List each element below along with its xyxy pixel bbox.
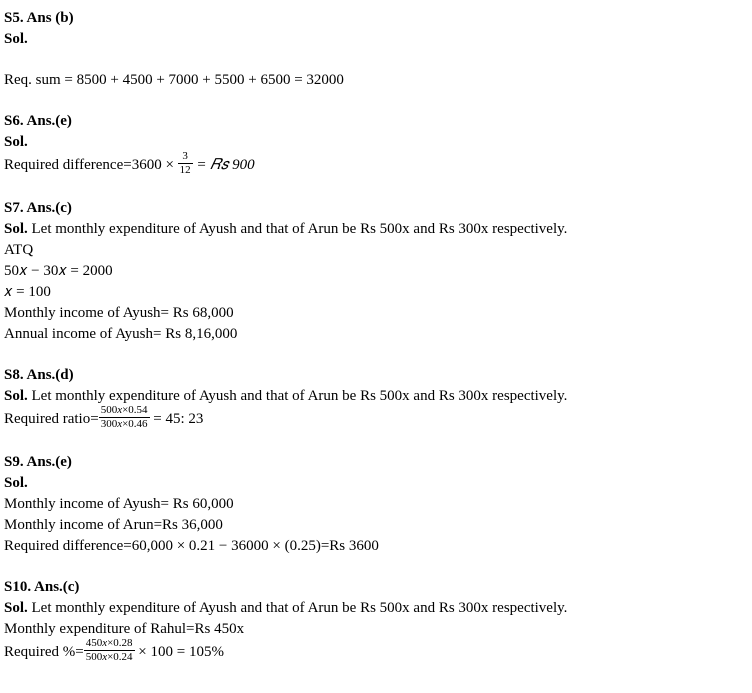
- s9-line1: Monthly income of Ayush= Rs 60,000: [4, 494, 748, 515]
- s7-line3: 50𝑥 − 30𝑥 = 2000: [4, 261, 748, 282]
- solution-s5: S5. Ans (b) Sol. Req. sum = 8500 + 4500 …: [4, 8, 748, 91]
- s7-line4: 𝑥 = 100: [4, 282, 748, 303]
- fraction: 312: [178, 151, 193, 176]
- s8-heading: S8. Ans.(d): [4, 365, 748, 386]
- s8-line2-post: = 45: 23: [150, 411, 204, 427]
- solution-s10: S10. Ans.(c) Sol. Let monthly expenditur…: [4, 577, 748, 665]
- solution-s7: S7. Ans.(c) Sol. Let monthly expenditure…: [4, 198, 748, 345]
- s8-line1: Let monthly expenditure of Ayush and tha…: [28, 388, 568, 404]
- s6-line1: Required difference=3600 × 312 = 𝑅𝑠 900: [4, 153, 748, 178]
- s6-line1-pre: Required difference=3600 ×: [4, 157, 178, 173]
- s7-sol-line: Sol. Let monthly expenditure of Ayush an…: [4, 219, 748, 240]
- s5-sol-label: Sol.: [4, 29, 748, 50]
- s10-line3-pre: Required %=: [4, 644, 84, 660]
- s8-line2: Required ratio=500x×0.54300x×0.46 = 45: …: [4, 407, 748, 432]
- frac-den: 500x×0.24: [84, 651, 135, 663]
- frac-den: 12: [178, 164, 193, 176]
- s7-line1: Let monthly expenditure of Ayush and tha…: [28, 221, 568, 237]
- frac-den: 300x×0.46: [99, 418, 150, 430]
- solution-s6: S6. Ans.(e) Sol. Required difference=360…: [4, 111, 748, 178]
- s10-line1: Let monthly expenditure of Ayush and tha…: [28, 600, 568, 616]
- s8-sol-label: Sol.: [4, 388, 28, 404]
- s10-sol-line: Sol. Let monthly expenditure of Ayush an…: [4, 598, 748, 619]
- s10-line3: Required %=450x×0.28500x×0.24 × 100 = 10…: [4, 640, 748, 665]
- fraction: 450x×0.28500x×0.24: [84, 638, 135, 663]
- fraction: 500x×0.54300x×0.46: [99, 405, 150, 430]
- s6-heading: S6. Ans.(e): [4, 111, 748, 132]
- solution-s8: S8. Ans.(d) Sol. Let monthly expenditure…: [4, 365, 748, 432]
- s6-sol-label: Sol.: [4, 132, 748, 153]
- s9-line3: Required difference=60,000 × 0.21 − 3600…: [4, 536, 748, 557]
- s6-line1-post: = 𝑅𝑠 900: [193, 157, 255, 173]
- s8-line2-pre: Required ratio=: [4, 411, 99, 427]
- s7-line5: Monthly income of Ayush= Rs 68,000: [4, 303, 748, 324]
- frac-num: 450x×0.28: [84, 638, 135, 651]
- s5-line1: Req. sum = 8500 + 4500 + 7000 + 5500 + 6…: [4, 70, 748, 91]
- s10-heading: S10. Ans.(c): [4, 577, 748, 598]
- s7-sol-label: Sol.: [4, 221, 28, 237]
- s7-heading: S7. Ans.(c): [4, 198, 748, 219]
- s7-line6: Annual income of Ayush= Rs 8,16,000: [4, 324, 748, 345]
- solution-s9: S9. Ans.(e) Sol. Monthly income of Ayush…: [4, 452, 748, 557]
- frac-num: 500x×0.54: [99, 405, 150, 418]
- s9-heading: S9. Ans.(e): [4, 452, 748, 473]
- frac-num: 3: [178, 151, 193, 164]
- s9-line2: Monthly income of Arun=Rs 36,000: [4, 515, 748, 536]
- s10-sol-label: Sol.: [4, 600, 28, 616]
- s9-sol-label: Sol.: [4, 473, 748, 494]
- spacer: [4, 50, 748, 70]
- s10-line3-post: × 100 = 105%: [135, 644, 224, 660]
- s7-line2: ATQ: [4, 240, 748, 261]
- s5-heading: S5. Ans (b): [4, 8, 748, 29]
